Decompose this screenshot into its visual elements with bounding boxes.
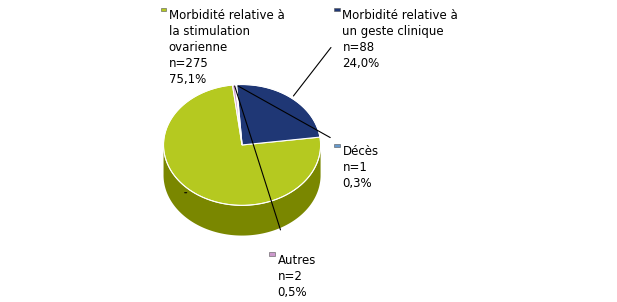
Text: Décès
n=1
0,3%: Décès n=1 0,3% [342,145,378,190]
Polygon shape [164,144,321,236]
Text: Autres
n=2
0,5%: Autres n=2 0,5% [278,254,316,299]
FancyBboxPatch shape [269,252,275,256]
FancyBboxPatch shape [334,8,340,11]
FancyBboxPatch shape [334,143,340,147]
Text: Morbidité relative à
la stimulation
ovarienne
n=275
75,1%: Morbidité relative à la stimulation ovar… [168,9,284,86]
Text: Morbidité relative à
un geste clinique
n=88
24,0%: Morbidité relative à un geste clinique n… [342,9,458,70]
Polygon shape [233,85,242,145]
Polygon shape [164,85,321,205]
FancyBboxPatch shape [160,8,167,11]
Polygon shape [236,85,320,145]
Polygon shape [235,85,242,145]
